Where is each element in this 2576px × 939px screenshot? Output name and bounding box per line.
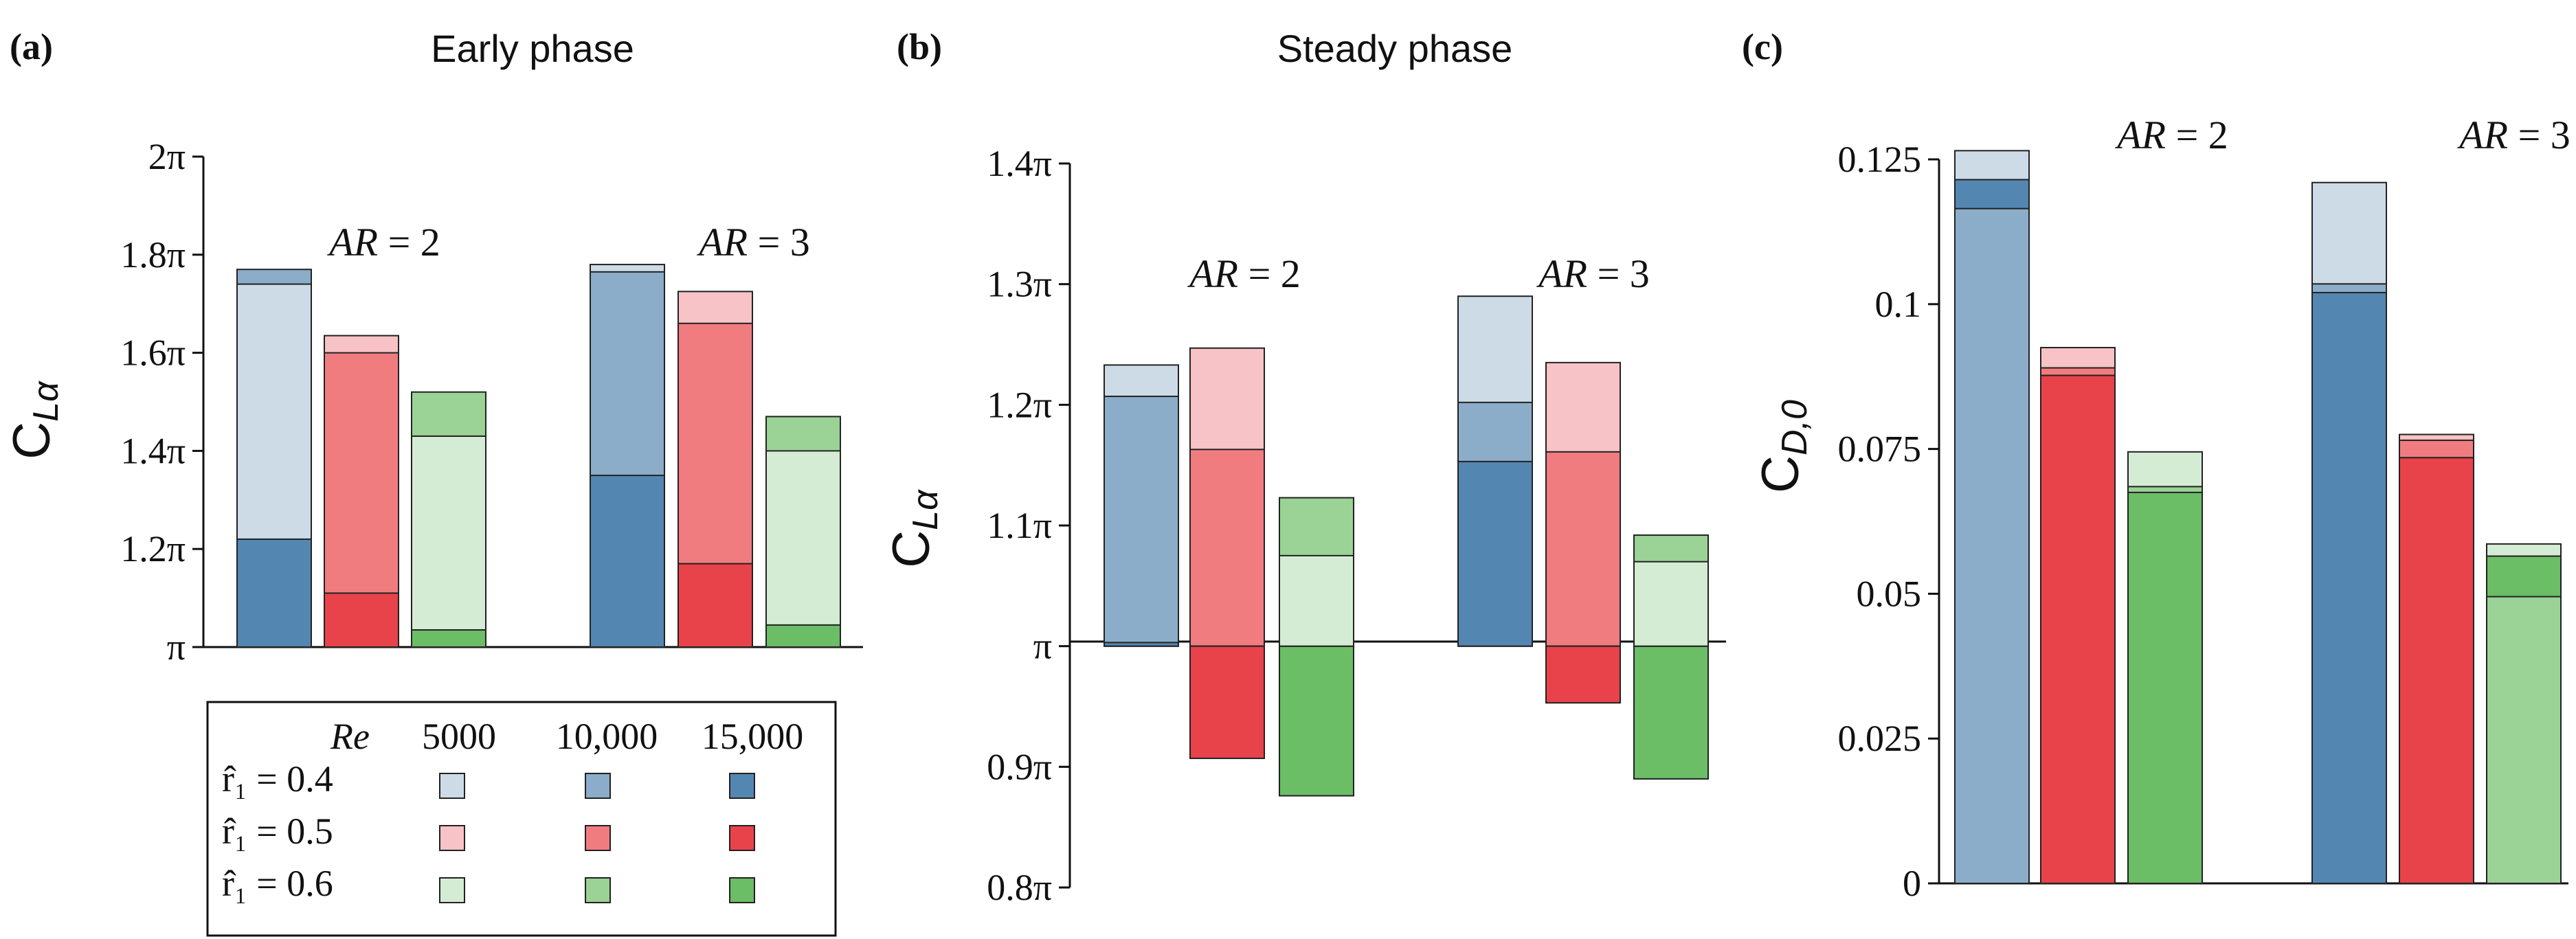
legend-swatch-green-2	[729, 877, 755, 903]
bar-green-re10000	[2486, 596, 2562, 885]
group-label: AR = 3	[2456, 113, 2571, 157]
legend-swatch-green-0	[439, 877, 465, 903]
bar-red-re10000	[1189, 449, 1265, 647]
bar-red-re15000	[324, 592, 399, 648]
legend-col-10000: 10,000	[556, 716, 658, 757]
bar-green-re5000	[1279, 554, 1354, 647]
group-label: AR = 2	[326, 220, 440, 264]
bar-red-re10000	[1545, 451, 1621, 647]
y-tick-label: 0.1	[1875, 284, 1922, 325]
legend-row-2-label: r̂₁ = 0.6	[222, 863, 333, 904]
bar-green-re15000	[765, 624, 841, 648]
group-label: AR = 2	[2114, 113, 2228, 157]
panel-c-ylabel: CD,0	[1751, 400, 1815, 493]
y-tick-label: 0.9π	[987, 746, 1052, 787]
y-tick-label: 0.8π	[987, 867, 1052, 908]
panel-a-title: Early phase	[431, 27, 634, 70]
bars	[236, 150, 2562, 885]
y-tick-label: 2π	[148, 136, 186, 177]
bar-blue-re15000	[1104, 642, 1179, 647]
y-tick-label: 1.4π	[120, 430, 186, 471]
group-label: AR = 3	[696, 220, 810, 264]
group-labels: AR = 2 AR = 3 AR = 2 AR = 3 AR = 2 AR = 3	[326, 113, 2571, 296]
bar-blue-re10000	[1954, 207, 2030, 884]
bar-red-re15000	[677, 563, 753, 648]
y-tick-label: 0.075	[1838, 429, 1922, 470]
legend-row-0-label: r̂₁ = 0.4	[222, 758, 333, 800]
legend-swatch-red-0	[439, 825, 465, 851]
y-tick-label: 1.4π	[987, 143, 1052, 184]
y-ticks: π 1.2π 1.4π 1.6π 1.8π 2π 0.8π 0.9π π 1.1π 1.2π 1.3π…	[120, 136, 1939, 908]
legend-swatch-blue-0	[439, 773, 465, 799]
group-label: AR = 3	[1536, 251, 1650, 296]
legend-swatches	[439, 773, 755, 903]
y-tick-label: 0.125	[1838, 139, 1922, 180]
bar-blue-re10000	[1104, 396, 1179, 647]
legend-col-5000: 5000	[422, 716, 496, 757]
panel-c-label: (c)	[1742, 26, 1783, 67]
panel-b-label: (b)	[897, 26, 942, 67]
y-tick-label: 1.6π	[120, 332, 186, 374]
y-tick-label: π	[1033, 626, 1052, 667]
y-tick-label: 0.05	[1857, 573, 1922, 614]
panel-a-label: (a)	[10, 26, 53, 67]
bar-red-re15000	[1189, 645, 1265, 760]
legend-col-15000: 15,000	[702, 716, 804, 757]
panel-b-ylabel: CLα	[882, 489, 945, 568]
y-tick-label: 1.3π	[987, 264, 1052, 305]
bar-green-re5000	[765, 450, 841, 648]
group-label: AR = 2	[1187, 251, 1301, 296]
bar-blue-re15000	[1457, 460, 1533, 647]
bar-blue-re15000	[590, 475, 665, 648]
bar-red-re15000	[2040, 374, 2116, 884]
legend-swatch-red-2	[729, 825, 755, 851]
legend-swatch-blue-1	[585, 773, 611, 799]
bar-red-re15000	[2399, 457, 2474, 884]
legend-swatch-red-1	[585, 825, 611, 851]
bar-blue-re15000	[236, 538, 312, 648]
panel-a-ylabel: CLα	[3, 381, 66, 460]
bar-green-re5000	[411, 435, 486, 648]
bar-red-re15000	[1545, 645, 1621, 704]
legend-re-label: Re	[330, 716, 370, 757]
y-tick-label: π	[167, 626, 186, 668]
y-tick-label: 1.2π	[987, 384, 1052, 425]
y-tick-label: 0	[1903, 863, 1921, 904]
y-tick-label: 0.025	[1838, 718, 1922, 759]
bar-green-re15000	[411, 629, 486, 648]
y-tick-label: 1.8π	[120, 234, 186, 275]
bar-green-re15000	[1279, 645, 1354, 797]
bar-blue-re15000	[2311, 291, 2387, 885]
bar-green-re15000	[1633, 645, 1709, 780]
bar-green-re5000	[1633, 561, 1709, 647]
legend-swatch-green-1	[585, 877, 611, 903]
bar-green-re15000	[2127, 491, 2203, 884]
legend: Re 5000 10,000 15,000 r̂₁ = 0.4 r̂₁ = 0.…	[206, 701, 837, 937]
legend-row-1-label: r̂₁ = 0.5	[222, 811, 333, 852]
panel-b-title: Steady phase	[1277, 27, 1512, 70]
legend-swatch-blue-2	[729, 773, 755, 799]
y-tick-label: 1.2π	[120, 528, 186, 569]
y-tick-label: 1.1π	[987, 505, 1052, 546]
